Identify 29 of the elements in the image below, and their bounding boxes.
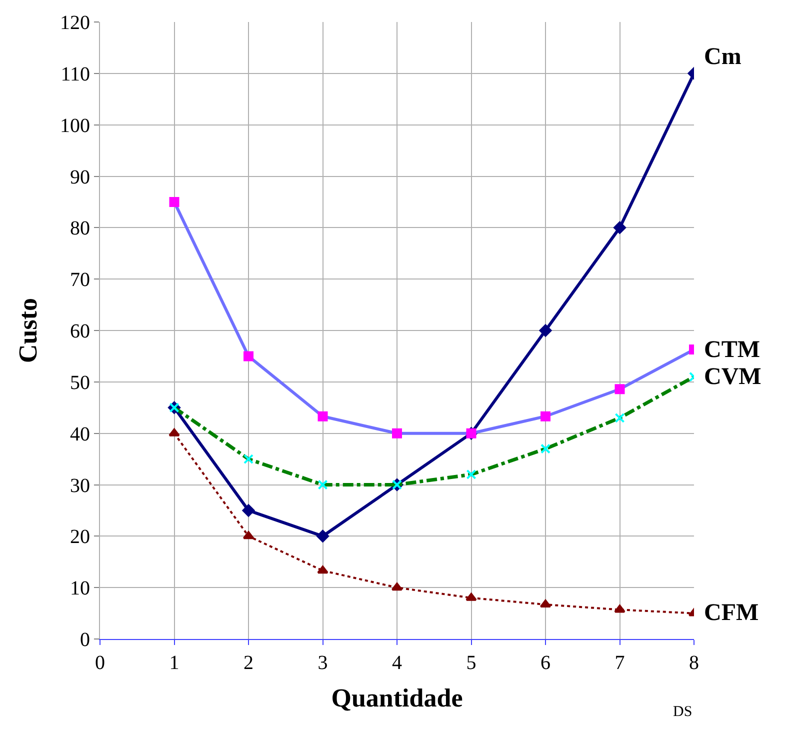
y-tick-label: 90 bbox=[70, 166, 90, 188]
y-axis-title: Custo bbox=[13, 298, 42, 364]
y-tick-label: 60 bbox=[70, 320, 90, 342]
y-tick-label: 120 bbox=[60, 12, 90, 34]
x-tick-label: 1 bbox=[169, 652, 180, 674]
x-tick-label: 2 bbox=[244, 652, 254, 674]
series-label: CVM bbox=[704, 364, 762, 390]
y-tick-label: 100 bbox=[60, 114, 90, 137]
y-tick-label: 50 bbox=[70, 372, 90, 394]
y-tick-label: 110 bbox=[60, 63, 90, 86]
series-label: Cm bbox=[704, 44, 742, 70]
x-tick-label: 3 bbox=[318, 652, 328, 674]
x-tick-label: 0 bbox=[95, 652, 105, 674]
y-tick-label: 0 bbox=[80, 629, 90, 651]
x-tick-label: 8 bbox=[689, 652, 699, 674]
x-tick-label: 7 bbox=[614, 652, 625, 674]
y-tick-label: 10 bbox=[70, 578, 90, 600]
y-tick-label: 40 bbox=[70, 423, 90, 446]
text: DS bbox=[673, 704, 692, 720]
y-tick-label: 20 bbox=[70, 526, 90, 548]
x-tick-label: 5 bbox=[466, 652, 476, 674]
x-tick-label: 6 bbox=[540, 652, 550, 674]
y-tick-label: 70 bbox=[70, 269, 90, 292]
x-tick-label: 4 bbox=[392, 652, 402, 674]
series-label: CTM bbox=[704, 337, 760, 363]
y-tick-label: 30 bbox=[70, 474, 90, 497]
x-axis-title: Quantidade bbox=[331, 684, 463, 713]
series-label: CFM bbox=[704, 600, 759, 626]
y-tick-label: 80 bbox=[70, 218, 90, 240]
